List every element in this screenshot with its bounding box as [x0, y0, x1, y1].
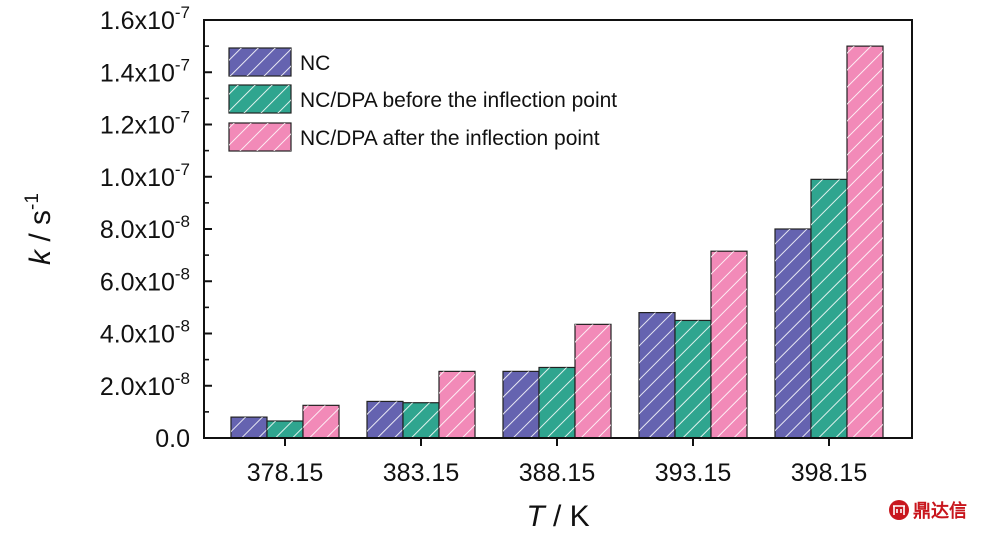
- legend: NC NC/DPA before the inflection point NC/D…: [228, 47, 617, 152]
- tick-marks: [204, 19, 830, 446]
- bar-0-2: [502, 370, 540, 439]
- bar-1-1: [402, 402, 440, 439]
- bar-2-0: [302, 404, 340, 439]
- x-tick-label-3: 393.15: [655, 459, 731, 487]
- x-tick-label-2: 388.15: [519, 459, 595, 487]
- bar-1-3: [674, 319, 712, 439]
- y-tick-label-3: 6.0x10-8: [100, 264, 190, 296]
- bar-1-2: [538, 366, 576, 439]
- x-tick-label-4: 398.15: [791, 459, 867, 487]
- x-tick-labels: 378.15 383.15 388.15 393.15 398.15: [247, 459, 867, 487]
- bar-2-3: [710, 250, 748, 439]
- legend-label-0: NC: [300, 52, 330, 75]
- y-tick-label-4: 8.0x10-8: [100, 212, 190, 244]
- watermark-glyph-icon: [893, 505, 905, 515]
- legend-label-2: NC/DPA after the inflection point: [300, 127, 600, 150]
- y-axis-title: k / s-1: [22, 193, 57, 265]
- watermark-text: 鼎达信: [913, 500, 967, 522]
- legend-label-1: NC/DPA before the inflection point: [300, 89, 617, 112]
- bars-layer: [230, 45, 884, 439]
- bar-0-3: [638, 312, 676, 439]
- x-tick-label-0: 378.15: [247, 459, 323, 487]
- bar-1-0: [266, 420, 304, 439]
- bar-0-1: [366, 400, 404, 439]
- x-tick-label-1: 383.15: [383, 459, 459, 487]
- bar-1-4: [810, 178, 848, 439]
- y-tick-label-7: 1.4x10-7: [100, 55, 190, 87]
- watermark-badge-icon: [889, 500, 909, 520]
- watermark-logo: 鼎达信: [889, 500, 967, 522]
- y-tick-label-8: 1.6x10-7: [100, 3, 190, 35]
- bar-0-0: [230, 416, 268, 439]
- bar-2-2: [574, 323, 612, 439]
- y-tick-labels: 0.0 2.0x10-8 4.0x10-8 6.0x10-8 8.0x10-8 1.0x1…: [100, 3, 190, 453]
- y-tick-label-0: 0.0: [155, 425, 190, 453]
- legend-item-2: NC/DPA after the inflection point: [228, 122, 600, 152]
- bar-2-1: [438, 370, 476, 439]
- y-tick-label-2: 4.0x10-8: [100, 317, 190, 349]
- y-tick-label-6: 1.2x10-7: [100, 108, 190, 140]
- plot-frame: [203, 19, 913, 439]
- y-tick-label-5: 1.0x10-7: [100, 160, 190, 192]
- bar-0-4: [774, 228, 812, 439]
- bar-2-4: [846, 45, 884, 439]
- legend-item-1: NC/DPA before the inflection point: [228, 84, 617, 114]
- y-tick-label-1: 2.0x10-8: [100, 369, 190, 401]
- x-axis-title: T / K: [526, 500, 589, 533]
- legend-item-0: NC: [228, 47, 330, 77]
